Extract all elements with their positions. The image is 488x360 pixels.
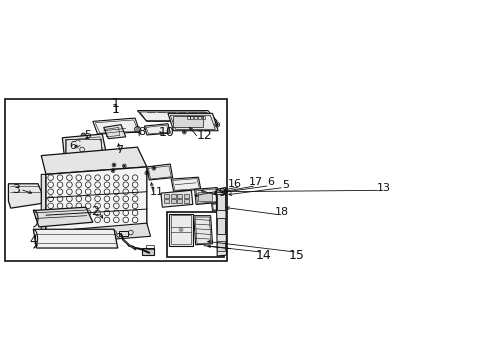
Bar bbox=[186, 116, 189, 118]
Text: 1: 1 bbox=[112, 96, 120, 109]
Bar bbox=[177, 194, 182, 198]
Text: 7: 7 bbox=[116, 144, 123, 154]
Polygon shape bbox=[167, 113, 218, 131]
Text: 6: 6 bbox=[267, 177, 274, 187]
Text: 5: 5 bbox=[281, 180, 288, 190]
Text: 14: 14 bbox=[255, 248, 270, 262]
Circle shape bbox=[112, 170, 114, 171]
Text: 8: 8 bbox=[138, 127, 145, 137]
Polygon shape bbox=[33, 229, 118, 248]
Bar bbox=[119, 231, 128, 236]
Text: 15: 15 bbox=[288, 248, 305, 262]
Bar bbox=[183, 194, 189, 198]
Polygon shape bbox=[169, 214, 192, 246]
Polygon shape bbox=[216, 188, 226, 256]
Text: 18: 18 bbox=[274, 207, 288, 217]
Bar bbox=[164, 194, 169, 198]
Polygon shape bbox=[211, 203, 224, 211]
Circle shape bbox=[113, 164, 115, 166]
Text: 9: 9 bbox=[218, 188, 225, 198]
Polygon shape bbox=[41, 147, 146, 174]
Text: 6: 6 bbox=[69, 141, 76, 151]
Bar bbox=[217, 241, 224, 251]
Bar bbox=[217, 217, 224, 234]
Circle shape bbox=[183, 131, 184, 133]
Text: 3: 3 bbox=[12, 183, 20, 196]
Polygon shape bbox=[144, 124, 170, 135]
Bar bbox=[166, 212, 224, 257]
Circle shape bbox=[216, 124, 218, 126]
Circle shape bbox=[223, 193, 224, 195]
Text: 5: 5 bbox=[83, 130, 91, 140]
Bar bbox=[64, 139, 101, 158]
Bar bbox=[190, 116, 193, 118]
Bar bbox=[183, 199, 189, 203]
Text: 10: 10 bbox=[158, 126, 174, 139]
Circle shape bbox=[123, 165, 125, 167]
Bar bbox=[198, 116, 201, 118]
Circle shape bbox=[82, 134, 84, 136]
Circle shape bbox=[179, 228, 183, 231]
Text: 17: 17 bbox=[248, 177, 263, 187]
Polygon shape bbox=[137, 111, 217, 121]
Text: 4: 4 bbox=[29, 234, 37, 247]
Polygon shape bbox=[161, 190, 192, 207]
Polygon shape bbox=[103, 125, 125, 139]
Text: 12: 12 bbox=[196, 129, 211, 142]
Polygon shape bbox=[62, 134, 107, 160]
Circle shape bbox=[153, 167, 154, 169]
Polygon shape bbox=[171, 177, 201, 191]
Text: 1: 1 bbox=[112, 103, 120, 116]
Polygon shape bbox=[93, 118, 140, 134]
Text: 13: 13 bbox=[376, 183, 390, 193]
Text: 11: 11 bbox=[150, 187, 164, 197]
Polygon shape bbox=[8, 184, 41, 208]
Bar bbox=[202, 116, 204, 118]
Text: 16: 16 bbox=[227, 179, 242, 189]
Bar bbox=[170, 199, 176, 203]
Bar bbox=[217, 194, 224, 211]
Bar bbox=[170, 194, 176, 198]
Bar bbox=[194, 116, 197, 118]
Polygon shape bbox=[194, 188, 218, 204]
Circle shape bbox=[136, 128, 139, 131]
Polygon shape bbox=[41, 174, 46, 235]
Bar bbox=[177, 199, 182, 203]
Polygon shape bbox=[74, 223, 150, 242]
Bar bbox=[197, 192, 211, 201]
Bar bbox=[164, 199, 169, 203]
Polygon shape bbox=[33, 207, 93, 227]
Bar bbox=[145, 245, 154, 249]
Bar bbox=[142, 248, 154, 255]
Polygon shape bbox=[193, 216, 212, 245]
Bar bbox=[172, 116, 203, 127]
Polygon shape bbox=[146, 164, 172, 180]
Circle shape bbox=[146, 172, 147, 174]
Text: 2: 2 bbox=[91, 206, 99, 219]
Polygon shape bbox=[46, 167, 146, 234]
